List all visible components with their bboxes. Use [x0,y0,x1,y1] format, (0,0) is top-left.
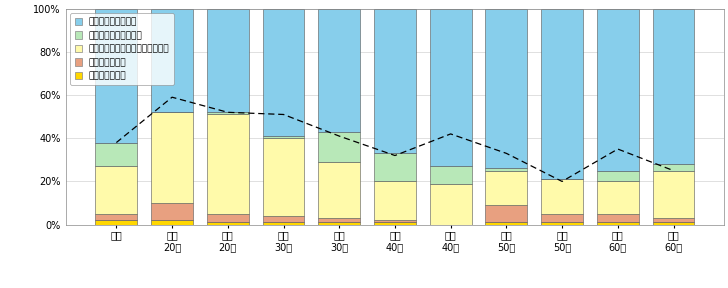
Bar [151,9,193,112]
Bar [318,9,360,132]
Bar [597,181,638,214]
Bar [486,168,527,170]
Bar [318,132,360,162]
Bar [486,170,527,205]
Bar [652,222,695,225]
Bar [95,143,138,166]
Bar [263,9,304,136]
Legend: 全く利用したくない, あまり利用したくない, どちらともいえない・わからない, まあ利用したい, ぜひ利用したい: 全く利用したくない, あまり利用したくない, どちらともいえない・わからない, … [70,13,174,85]
Bar [541,179,583,214]
Bar [95,220,138,225]
Bar [318,162,360,218]
Bar [486,205,527,222]
Bar [430,166,472,184]
Bar [207,222,249,225]
Bar [597,214,638,222]
Bar [652,170,695,218]
Bar [207,9,249,112]
Bar [541,222,583,225]
Bar [318,218,360,222]
Bar [263,222,304,225]
Bar [263,216,304,222]
Bar [95,214,138,220]
Bar [151,203,193,220]
Bar [374,9,416,154]
Bar [207,114,249,214]
Bar [95,9,138,143]
Bar [541,214,583,222]
Bar [374,181,416,220]
Bar [151,220,193,225]
Bar [430,9,472,166]
Bar [151,112,193,203]
Bar [318,222,360,225]
Bar [207,112,249,114]
Bar [374,220,416,222]
Bar [597,170,638,181]
Bar [652,9,695,164]
Bar [263,138,304,216]
Bar [597,222,638,225]
Bar [652,164,695,170]
Bar [263,136,304,138]
Bar [541,9,583,179]
Bar [95,166,138,214]
Bar [597,9,638,170]
Bar [486,9,527,168]
Bar [652,218,695,222]
Bar [486,222,527,225]
Bar [374,153,416,181]
Bar [207,214,249,222]
Bar [430,184,472,225]
Bar [374,222,416,225]
